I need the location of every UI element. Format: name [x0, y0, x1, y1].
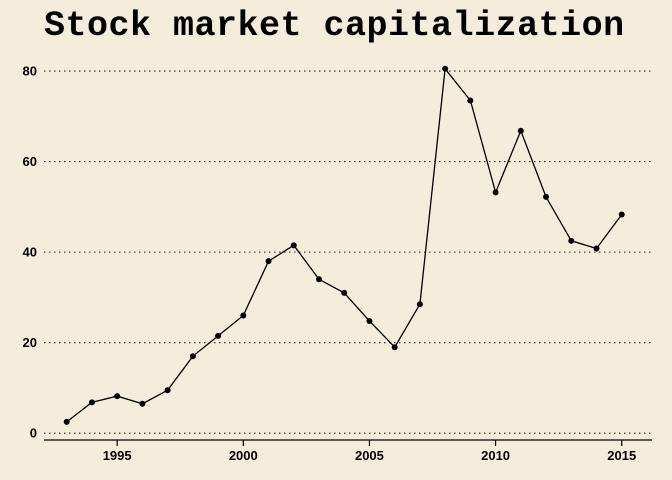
data-point	[164, 387, 171, 394]
data-point	[63, 418, 70, 425]
gridlines	[44, 70, 652, 434]
data-point	[290, 242, 297, 249]
data-point	[391, 344, 398, 351]
data-point	[517, 127, 524, 134]
data-point	[568, 237, 575, 244]
x-tick-label: 2015	[607, 448, 636, 463]
axes: 0 20 40 60 80 1995 2000 2005 2010 2015	[23, 64, 652, 463]
data-point	[341, 289, 348, 296]
series	[63, 65, 625, 425]
data-point	[416, 301, 423, 308]
y-tick-label: 80	[23, 64, 37, 79]
data-point	[240, 312, 247, 319]
data-point	[543, 193, 550, 200]
chart-title: Stock market capitalization	[44, 6, 625, 46]
x-tick-label: 1995	[103, 448, 132, 463]
y-tick-label: 0	[30, 426, 37, 441]
data-point	[189, 353, 196, 360]
data-point	[593, 245, 600, 252]
data-point	[114, 393, 121, 400]
data-point	[139, 400, 146, 407]
data-point	[618, 211, 625, 218]
data-point	[315, 276, 322, 283]
x-tick-label: 2005	[355, 448, 384, 463]
x-tick-label: 2010	[481, 448, 510, 463]
y-tick-label: 60	[23, 154, 37, 169]
data-point	[265, 258, 272, 265]
y-tick-label: 40	[23, 245, 37, 260]
data-point	[467, 97, 474, 104]
data-point	[88, 399, 95, 406]
x-tick-label: 2000	[229, 448, 258, 463]
data-point	[215, 332, 222, 339]
data-point	[442, 65, 449, 72]
series-line	[66, 67, 623, 423]
data-point	[492, 189, 499, 196]
y-tick-label: 20	[23, 335, 37, 350]
data-point	[366, 317, 373, 324]
